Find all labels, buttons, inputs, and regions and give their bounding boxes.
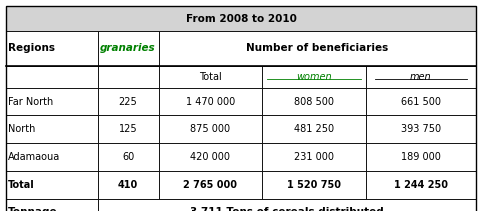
Text: granaries: granaries (100, 43, 156, 53)
Text: 875 000: 875 000 (190, 124, 230, 134)
Bar (6, 199, 97, 211)
Bar (6, 31, 97, 66)
Text: 393 750: 393 750 (401, 124, 441, 134)
Bar (97, 171, 159, 199)
Text: 420 000: 420 000 (190, 152, 230, 162)
Text: 410: 410 (118, 180, 138, 190)
Bar (366, 66, 476, 88)
Bar (97, 199, 476, 211)
Bar (6, 88, 97, 115)
Bar (366, 115, 476, 143)
Text: Total: Total (8, 180, 35, 190)
Bar (159, 88, 262, 115)
Bar (6, 66, 97, 88)
Text: 661 500: 661 500 (401, 97, 441, 107)
Bar (159, 31, 476, 66)
Bar (97, 143, 159, 171)
Bar (366, 88, 476, 115)
Text: Total: Total (199, 72, 222, 82)
Bar (159, 171, 262, 199)
Text: 3 711 Tons of cereals distributed: 3 711 Tons of cereals distributed (190, 207, 384, 211)
Bar (6, 143, 97, 171)
Bar (262, 171, 366, 199)
Bar (366, 171, 476, 199)
Bar (262, 143, 366, 171)
Text: 225: 225 (119, 97, 137, 107)
Text: Regions: Regions (8, 43, 55, 53)
Text: North: North (8, 124, 36, 134)
Text: 808 500: 808 500 (294, 97, 334, 107)
Bar (159, 66, 262, 88)
Bar (6, 115, 97, 143)
Bar (97, 88, 159, 115)
Bar (159, 143, 262, 171)
Text: women: women (296, 72, 332, 82)
Bar (366, 143, 476, 171)
Bar (159, 115, 262, 143)
Bar (97, 66, 159, 88)
Text: Number of beneficiaries: Number of beneficiaries (246, 43, 388, 53)
Bar (262, 88, 366, 115)
Bar (262, 115, 366, 143)
Text: 60: 60 (122, 152, 134, 162)
Bar (97, 31, 159, 66)
Text: men: men (410, 72, 432, 82)
Bar (262, 66, 366, 88)
Text: 231 000: 231 000 (294, 152, 334, 162)
Text: Far North: Far North (8, 97, 54, 107)
Text: Tonnage: Tonnage (8, 207, 58, 211)
Text: From 2008 to 2010: From 2008 to 2010 (186, 14, 296, 24)
Text: 1 470 000: 1 470 000 (186, 97, 235, 107)
Bar (6, 171, 97, 199)
Text: 1 244 250: 1 244 250 (394, 180, 448, 190)
Text: 125: 125 (119, 124, 137, 134)
Bar (97, 115, 159, 143)
Text: Adamaoua: Adamaoua (8, 152, 60, 162)
Text: 481 250: 481 250 (294, 124, 334, 134)
Text: 1 520 750: 1 520 750 (287, 180, 341, 190)
Bar (6, 6, 476, 31)
Text: 2 765 000: 2 765 000 (184, 180, 238, 190)
Text: 189 000: 189 000 (401, 152, 441, 162)
